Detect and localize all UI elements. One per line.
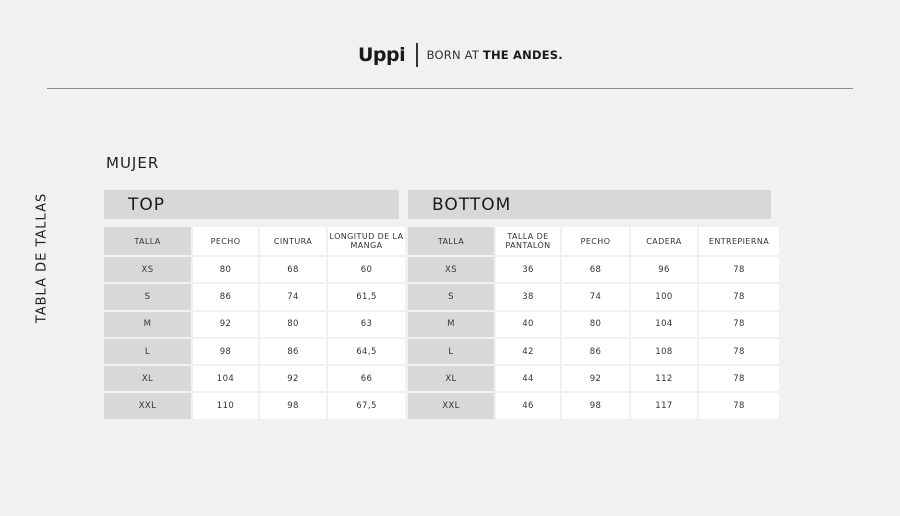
measurement-cell: 74 (562, 284, 629, 310)
measurement-cell: 63 (328, 311, 405, 337)
size-cell: XS (408, 257, 494, 283)
top-column-header: PECHO (193, 227, 258, 255)
measurement-cell: 44 (496, 366, 560, 392)
measurement-cell: 67,5 (328, 393, 405, 419)
measurement-cell: 36 (496, 257, 560, 283)
size-cell: L (104, 338, 191, 365)
measurement-cell: 80 (193, 257, 258, 283)
measurement-cell: 92 (562, 366, 629, 392)
measurement-cell: 104 (193, 366, 258, 392)
size-cell: M (408, 311, 494, 337)
measurement-cell: 78 (699, 257, 779, 283)
measurement-cell: 98 (260, 393, 326, 419)
tagline-light: BORN AT (426, 48, 483, 62)
bottom-column-header: ENTREPIERNA (699, 227, 779, 255)
measurement-cell: 108 (631, 338, 697, 365)
bottom-column-header: PECHO (562, 227, 629, 255)
top-table-row: S 86 74 61,5 (104, 284, 405, 310)
size-cell: M (104, 311, 191, 337)
measurement-cell: 96 (631, 257, 697, 283)
measurement-cell: 98 (193, 338, 258, 365)
measurement-cell: 78 (699, 284, 779, 310)
top-table-row: M 92 80 63 (104, 311, 405, 337)
bottom-table-row: XL 44 92 112 78 (408, 366, 779, 392)
measurement-cell: 92 (193, 311, 258, 337)
size-cell: XL (408, 366, 494, 392)
measurement-cell: 80 (562, 311, 629, 337)
brand-header: Uppi BORN AT THE ANDES. (358, 42, 563, 68)
measurement-cell: 104 (631, 311, 697, 337)
measurement-cell: 60 (328, 257, 405, 283)
measurement-cell: 86 (260, 338, 326, 365)
measurement-cell: 112 (631, 366, 697, 392)
bottom-table-row: M 40 80 104 78 (408, 311, 779, 337)
divider (416, 43, 418, 67)
size-cell: XL (104, 366, 191, 392)
bottom-column-header: CADERA (631, 227, 697, 255)
measurement-cell: 78 (699, 393, 779, 419)
header-rule (47, 88, 853, 89)
measurement-cell: 66 (328, 366, 405, 392)
measurement-cell: 92 (260, 366, 326, 392)
size-cell: XXL (408, 393, 494, 419)
top-table-row: XL 104 92 66 (104, 366, 405, 392)
size-cell: L (408, 338, 494, 365)
top-table-row: XXL 110 98 67,5 (104, 393, 405, 419)
bottom-column-header: TALLA (408, 227, 494, 255)
measurement-cell: 78 (699, 366, 779, 392)
measurement-cell: 74 (260, 284, 326, 310)
measurement-cell: 46 (496, 393, 560, 419)
measurement-cell: 100 (631, 284, 697, 310)
measurement-cell: 42 (496, 338, 560, 365)
bottom-column-header: TALLA DE PANTALÓN (496, 227, 560, 255)
bottom-table-row: S 38 74 100 78 (408, 284, 779, 310)
measurement-cell: 38 (496, 284, 560, 310)
top-table-row: L 98 86 64,5 (104, 338, 405, 365)
tagline-bold: THE ANDES. (482, 48, 563, 62)
measurement-cell: 80 (260, 311, 326, 337)
measurement-cell: 78 (699, 311, 779, 337)
measurement-cell: 98 (562, 393, 629, 419)
measurement-cell: 78 (699, 338, 779, 365)
measurement-cell: 117 (631, 393, 697, 419)
top-column-header: LONGITUD DE LA MANGA (328, 227, 405, 255)
top-header-row: TALLA PECHO CINTURA LONGITUD DE LA MANGA (104, 227, 405, 255)
measurement-cell: 110 (193, 393, 258, 419)
top-title-bar: TOP (104, 190, 399, 219)
top-column-header: CINTURA (260, 227, 326, 255)
measurement-cell: 86 (193, 284, 258, 310)
measurement-cell: 68 (562, 257, 629, 283)
measurement-cell: 61,5 (328, 284, 405, 310)
tagline: BORN AT THE ANDES. (427, 48, 563, 62)
top-title: TOP (128, 194, 166, 215)
size-cell: S (104, 284, 191, 310)
top-column-header: TALLA (104, 227, 191, 255)
measurement-cell: 64,5 (328, 338, 405, 365)
top-size-table: TALLA PECHO CINTURA LONGITUD DE LA MANGA XS 8… (102, 225, 407, 421)
bottom-title: BOTTOM (432, 194, 512, 215)
size-cell: XXL (104, 393, 191, 419)
bottom-table-row: XS 36 68 96 78 (408, 257, 779, 283)
bottom-table-row: L 42 86 108 78 (408, 338, 779, 365)
section-title: MUJER (106, 154, 160, 172)
side-label: TABLA DE TALLAS (34, 192, 50, 324)
uppi-logo: Uppi (358, 44, 406, 66)
measurement-cell: 86 (562, 338, 629, 365)
measurement-cell: 68 (260, 257, 326, 283)
bottom-size-table: TALLA TALLA DE PANTALÓN PECHO CADERA ENTREPI… (406, 225, 781, 421)
size-cell: S (408, 284, 494, 310)
size-cell: XS (104, 257, 191, 283)
bottom-header-row: TALLA TALLA DE PANTALÓN PECHO CADERA ENTREPI… (408, 227, 779, 255)
measurement-cell: 40 (496, 311, 560, 337)
bottom-title-bar: BOTTOM (408, 190, 771, 219)
top-table-row: XS 80 68 60 (104, 257, 405, 283)
bottom-table-row: XXL 46 98 117 78 (408, 393, 779, 419)
